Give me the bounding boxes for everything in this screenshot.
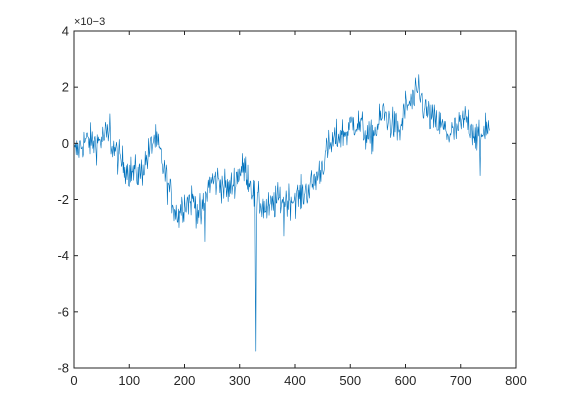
series-line: [74, 74, 490, 352]
x-tick-label: 300: [229, 373, 251, 388]
x-tick-label: 100: [118, 373, 140, 388]
x-tick-label: 600: [395, 373, 417, 388]
x-tick-label: 400: [284, 373, 306, 388]
labels-layer: 0 100 200 300 400 500 600 700 800 -8 -6 -4 -2 0 2 4: [57, 24, 526, 389]
ticks-layer: [73, 30, 517, 369]
y-tick-label: -8: [57, 361, 69, 376]
x-tick-label: 800: [505, 373, 527, 388]
series-layer: [74, 74, 490, 352]
y-tick-label: -6: [57, 304, 69, 319]
x-tick-label: 200: [174, 373, 196, 388]
y-tick-label: 2: [62, 80, 69, 95]
x-tick-label: 700: [450, 373, 472, 388]
x-tick-label: 0: [70, 373, 77, 388]
y-exponent-label: ×10−3: [74, 16, 105, 28]
y-tick-label: 0: [62, 136, 69, 151]
y-tick-label: -2: [57, 192, 69, 207]
x-tick-label: 500: [339, 373, 361, 388]
y-tick-label: -4: [57, 248, 69, 263]
y-tick-label: 4: [62, 24, 69, 39]
